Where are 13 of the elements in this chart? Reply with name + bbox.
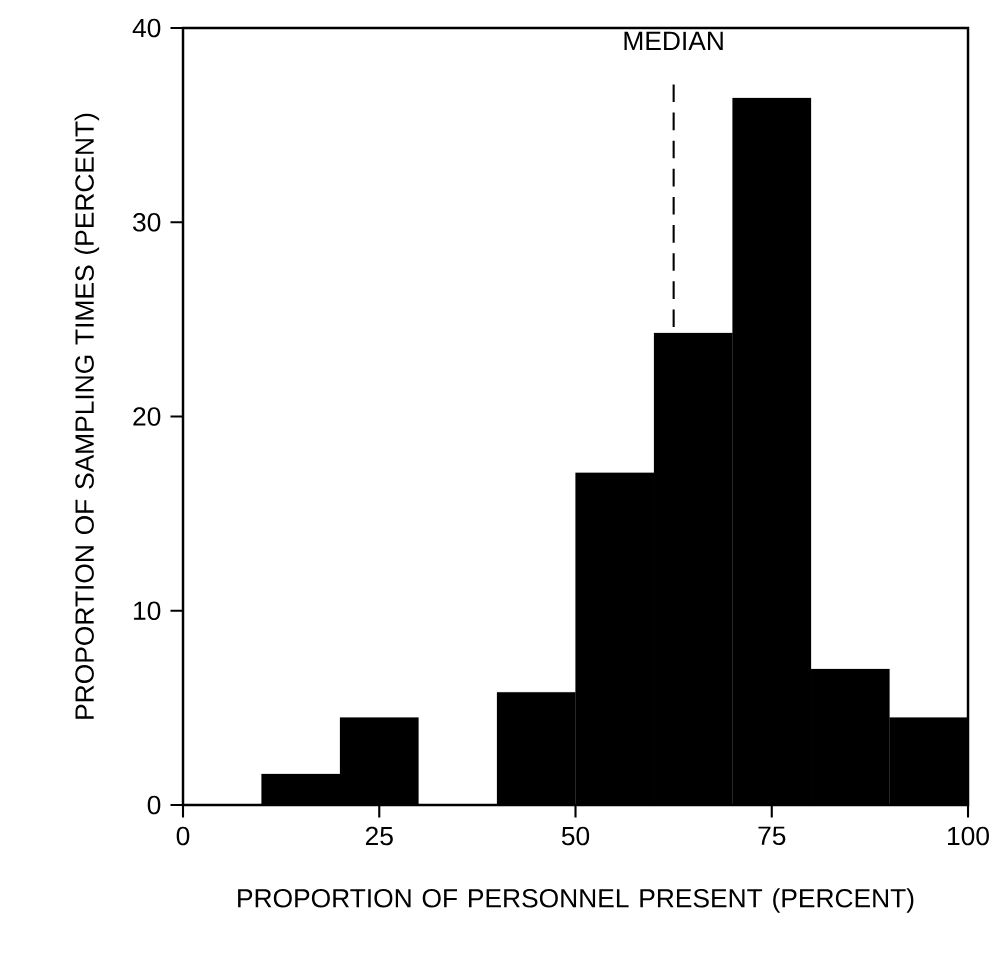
y-tick-label: 30 (133, 212, 161, 232)
y-tick-label: 40 (132, 18, 161, 38)
ref-line-label: MEDIAN (624, 31, 723, 50)
y-tick-label: 0 (147, 795, 161, 815)
y-axis-title: PROPORTION OF SAMPLING TIMES (PERCENT) (74, 113, 100, 719)
y-tick-label: 20 (133, 407, 161, 426)
x-axis-title: PROPORTION OF PERSONNEL PRESENT (PERCENT) (238, 888, 914, 913)
x-tick-label: 25 (365, 826, 393, 846)
y-tick-label: 10 (134, 601, 161, 621)
x-tick-label: 50 (561, 826, 590, 846)
x-tick-label: 100 (948, 826, 989, 846)
x-tick-label: 75 (758, 826, 786, 846)
x-tick-label: 0 (176, 826, 190, 846)
